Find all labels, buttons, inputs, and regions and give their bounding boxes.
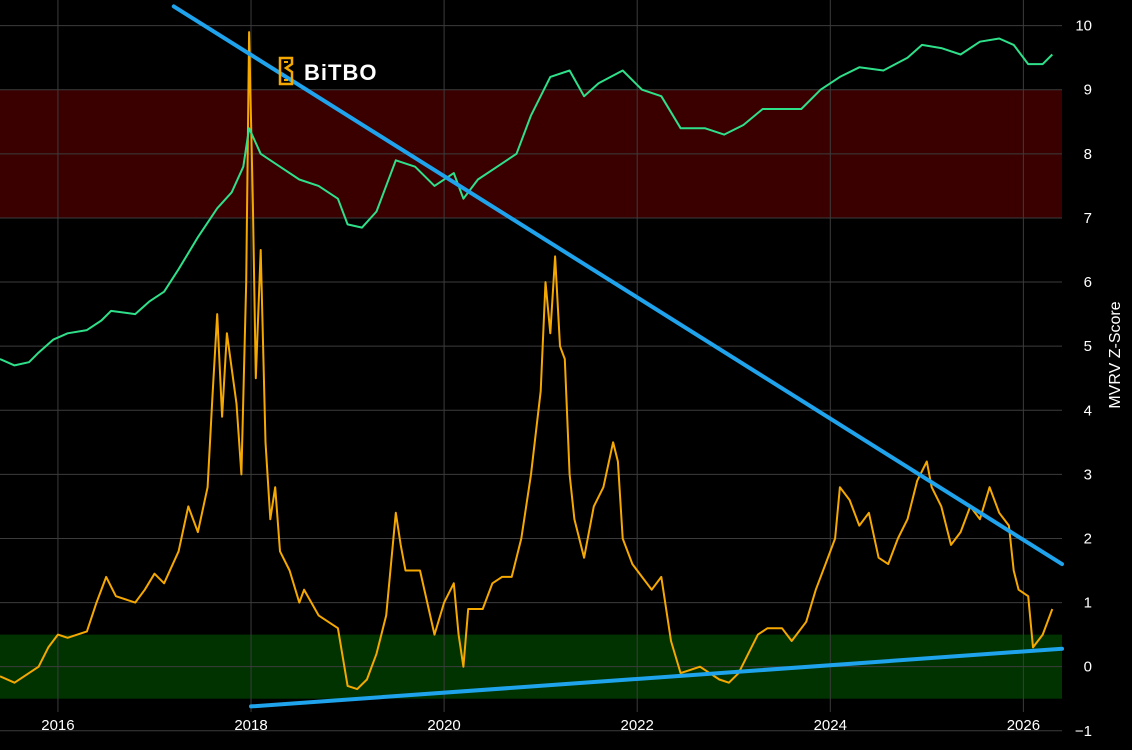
y-tick-label: 7: [1084, 210, 1092, 227]
y-tick-label: 0: [1084, 659, 1092, 676]
bitbo-logo-text: BiTBO: [304, 60, 377, 85]
y-axis-title: MVRV Z-Score: [1107, 301, 1124, 408]
y-tick-label: 9: [1084, 82, 1092, 99]
y-tick-label: 2: [1084, 530, 1092, 547]
support-trendline: [249, 646, 1064, 709]
data-series: [0, 31, 1054, 691]
y-tick-label: 8: [1084, 146, 1092, 163]
y-tick-label: 3: [1084, 466, 1092, 483]
y-tick-label: 4: [1084, 402, 1092, 419]
zscore-series-line: [0, 31, 1054, 691]
x-tick-label: 2026: [1007, 717, 1040, 734]
y-tick-label: 1: [1084, 595, 1092, 612]
x-tick-label: 2018: [234, 717, 267, 734]
y-tick-label: 5: [1084, 338, 1092, 355]
y-tick-label: −1: [1075, 723, 1092, 740]
bitbo-logo: BiTBO: [278, 56, 377, 86]
y-tick-labels: −1 0 1 2 3 4 5 6 7 8 9 10: [1075, 18, 1092, 740]
x-tick-label: 2022: [621, 717, 654, 734]
bitbo-logo-icon: [278, 56, 294, 86]
gridlines: [0, 0, 1062, 732]
x-tick-label: 2016: [41, 717, 74, 734]
y-tick-label: 10: [1075, 18, 1092, 35]
price-series-line: [0, 37, 1054, 367]
x-tick-label: 2020: [427, 717, 460, 734]
resistance-trendline: [171, 4, 1064, 567]
x-tick-labels: 2016 2018 2020 2022 2024 2026: [41, 717, 1040, 734]
y-tick-label: 6: [1084, 274, 1092, 291]
x-tick-label: 2024: [814, 717, 847, 734]
trendlines: [171, 4, 1064, 709]
